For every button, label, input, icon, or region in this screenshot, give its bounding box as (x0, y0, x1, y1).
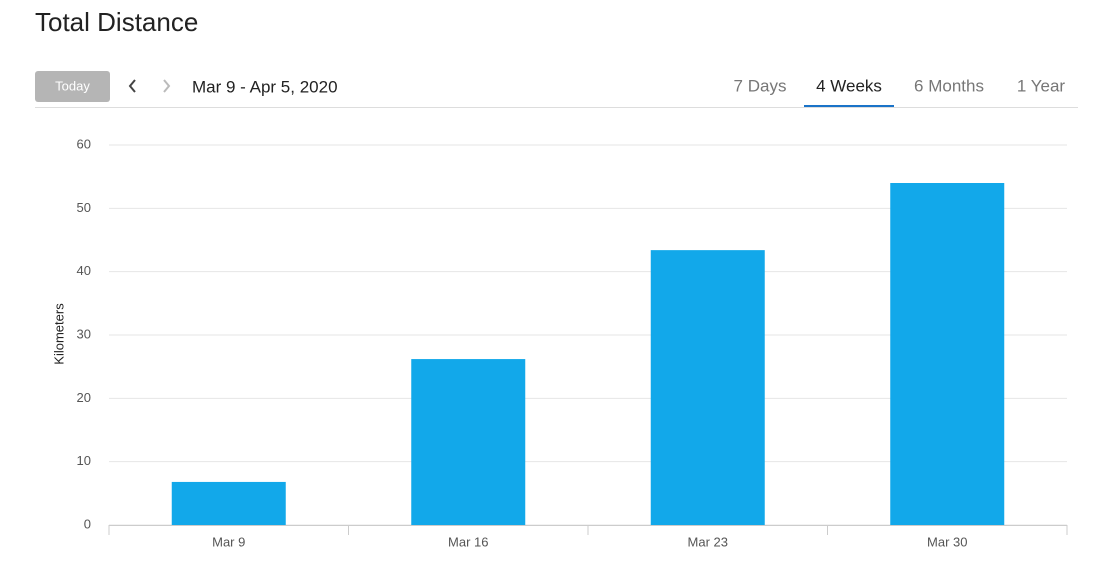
y-axis-label: Kilometers (51, 303, 66, 365)
y-tick-label: 60 (77, 136, 91, 151)
x-tick-label: Mar 23 (688, 534, 728, 549)
bar (650, 250, 765, 525)
prev-button[interactable] (128, 79, 136, 93)
bar (411, 359, 526, 525)
today-button[interactable]: Today (35, 71, 110, 102)
tab[interactable]: 1 Year (1017, 76, 1066, 95)
y-tick-label: 0 (84, 516, 91, 531)
tab[interactable]: 4 Weeks (816, 76, 882, 95)
y-tick-label: 40 (77, 263, 91, 278)
y-tick-label: 10 (77, 453, 91, 468)
page-title: Total Distance (35, 7, 198, 37)
y-tick-label: 50 (77, 200, 91, 215)
today-label: Today (55, 78, 90, 93)
tab[interactable]: 7 Days (734, 76, 787, 95)
bar (890, 183, 1005, 525)
today-button-bg (35, 71, 110, 102)
active-tab-underline (804, 105, 894, 107)
x-tick-label: Mar 30 (927, 534, 967, 549)
y-tick-label: 20 (77, 390, 91, 405)
y-tick-label: 30 (77, 326, 91, 341)
next-button[interactable] (163, 79, 171, 93)
bar (171, 481, 286, 525)
x-tick-label: Mar 16 (448, 534, 488, 549)
tab[interactable]: 6 Months (914, 76, 984, 95)
x-tick-label: Mar 9 (212, 534, 245, 549)
date-range: Mar 9 - Apr 5, 2020 (192, 77, 338, 96)
